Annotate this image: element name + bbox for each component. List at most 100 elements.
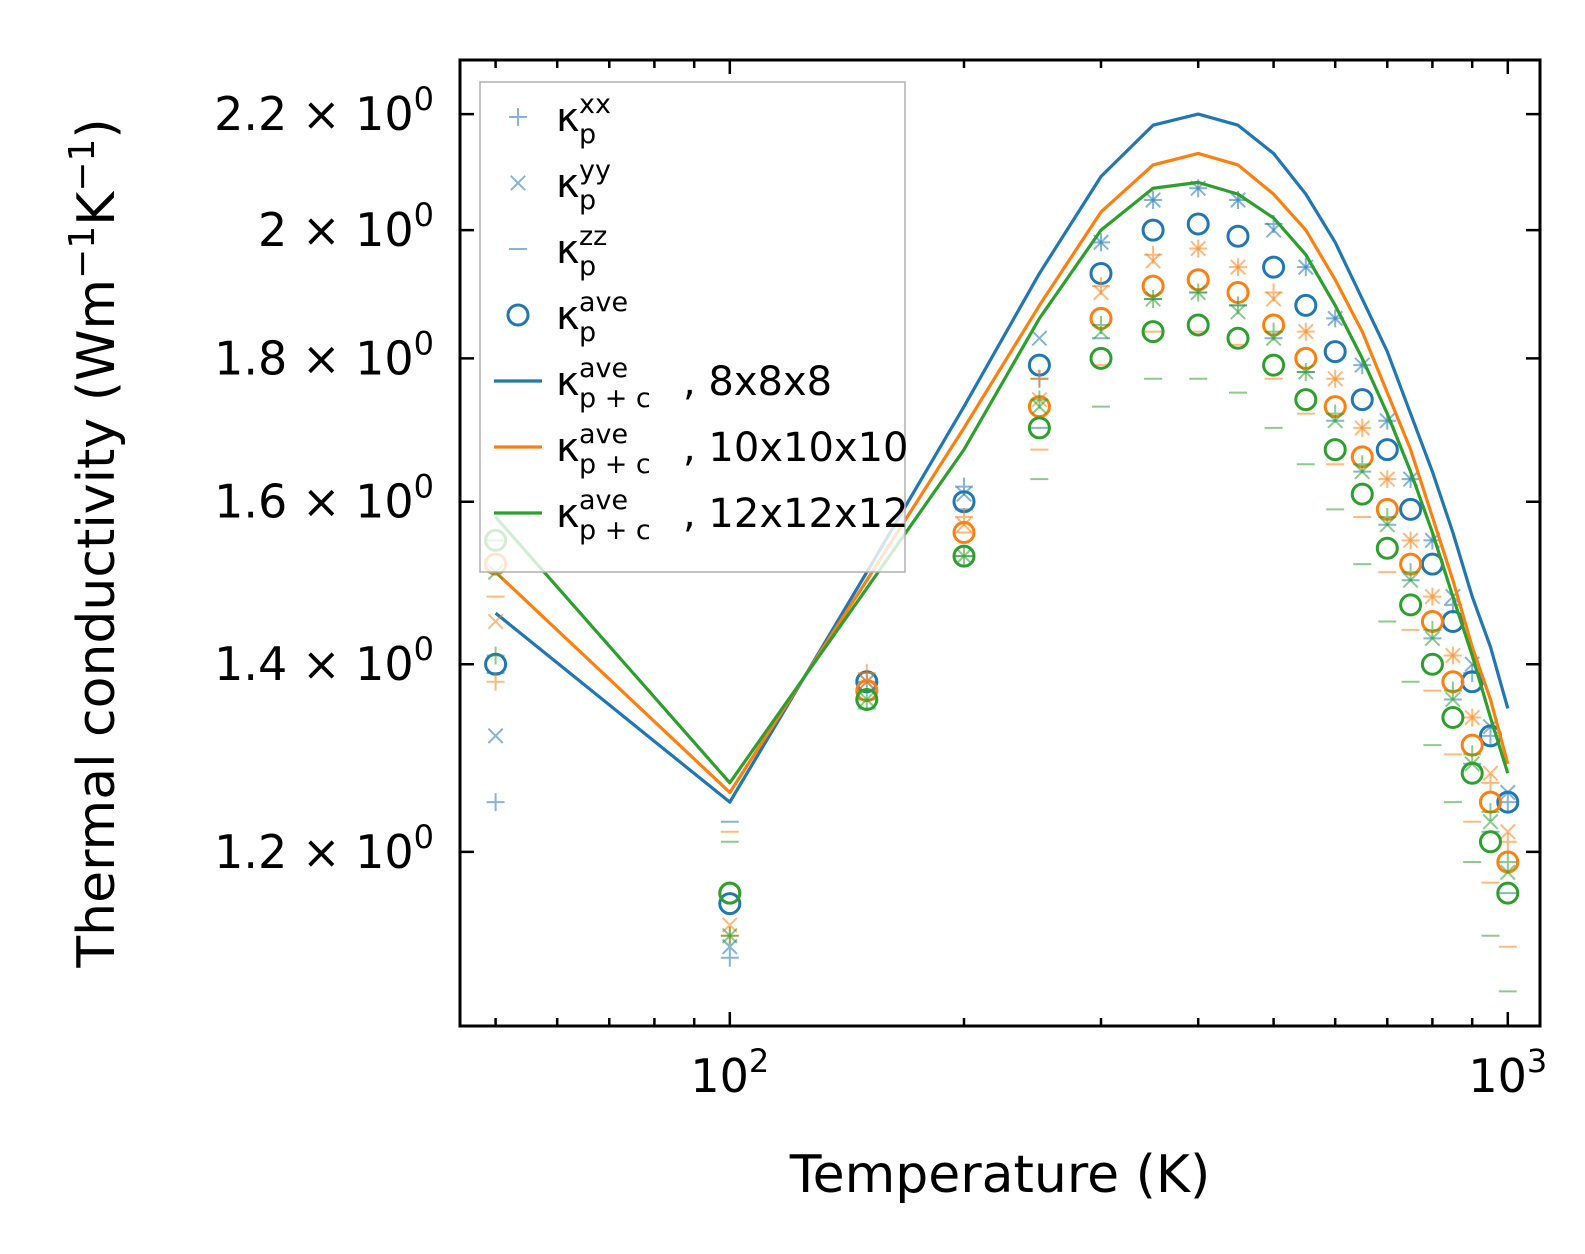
- grid-12x12x12-k-ave-point: [1350, 482, 1374, 506]
- legend-box: [479, 81, 906, 573]
- grid-12x12x12-k-ave-point: [1089, 346, 1113, 370]
- grid-10x10x10-k-yy-point: [956, 516, 972, 533]
- x-tick-label-base: 10: [1468, 1049, 1527, 1103]
- grid-10x10x10-k-yy-point: [1402, 532, 1419, 549]
- grid-10x10x10-k-yy-point: [487, 613, 504, 630]
- y-tick-label-exp: 0: [414, 630, 434, 668]
- y-tick-label-base: × 10: [302, 637, 414, 691]
- legend-label-sub: p: [579, 317, 596, 348]
- y-tick-label-mantissa: 1.6: [214, 475, 302, 529]
- legend-label-sup: ave: [579, 485, 628, 516]
- grid-10x10x10-k-xx-point: [486, 672, 505, 691]
- grid-12x12x12-k-yy-point: [1031, 398, 1048, 415]
- x-tick-label: 102: [690, 1042, 769, 1103]
- y-tick-label: 1.2 × 100: [214, 818, 434, 879]
- grid-12x12x12-k-ave-point: [1420, 652, 1444, 676]
- y-tick-label-exp: 0: [414, 196, 434, 234]
- legend-label-base: κ: [556, 161, 580, 207]
- grid-12x12x12-k-xx-point: [1443, 681, 1462, 700]
- y-axis-label-main: Thermal conductivity (Wm: [67, 279, 127, 969]
- y-tick-label-base: × 10: [302, 475, 414, 529]
- grid-10x10x10-series: [484, 151, 1520, 948]
- grid-12x12x12-k-xx-point: [1498, 853, 1517, 872]
- grid-12x12x12-k-xx-point: [486, 646, 505, 665]
- grid-12x12x12-k-yy-point: [1354, 463, 1371, 480]
- grid-12x12x12-k-xx-point: [1463, 745, 1482, 764]
- grid-12x12x12-k-ave-point: [1323, 438, 1347, 462]
- y-axis-label-mid: K: [67, 190, 127, 226]
- grid-10x10x10-k-yy-point: [1230, 259, 1246, 276]
- legend-label-sup: yy: [579, 155, 611, 186]
- grid-12x12x12-k-ave-point: [1496, 881, 1520, 905]
- grid-12x12x12-k-xx-point: [1401, 563, 1420, 582]
- grid-10x10x10-k-yy-point: [1093, 284, 1109, 301]
- legend-marker-handle: [509, 108, 527, 126]
- x-tick-label: 103: [1468, 1042, 1547, 1103]
- grid-12x12x12-k-yy-point: [1482, 813, 1499, 830]
- grid-8x8x8-k-ave-point: [1350, 388, 1374, 412]
- y-tick-label-exp: 0: [414, 324, 434, 362]
- grid-8x8x8-k-ave-point: [1496, 790, 1520, 814]
- legend-label: κ: [556, 359, 580, 405]
- y-axis-label-sup2: −1: [62, 139, 103, 192]
- grid-10x10x10-k-yy-point: [1424, 588, 1441, 605]
- x-axis-label: Temperature (K): [789, 1145, 1211, 1205]
- legend-label-sup: ave: [579, 287, 628, 318]
- y-tick-label: 1.8 × 100: [214, 324, 434, 385]
- grid-12x12x12-k-yy-point: [1424, 630, 1441, 647]
- grid-12x12x12-k-ave-point: [1399, 593, 1423, 617]
- grid-12x12x12-k-yy-point: [1327, 412, 1344, 429]
- y-axis-label-sup1: −1: [62, 226, 103, 279]
- legend-label-sub: p: [579, 251, 596, 282]
- legend-label-suffix: , 10x10x10: [683, 425, 908, 471]
- grid-10x10x10-k-xx-point: [1481, 773, 1500, 792]
- legend-label: κ: [556, 425, 580, 471]
- grid-8x8x8-k-ave-point: [1141, 218, 1165, 242]
- grid-10x10x10-k-yy-point: [1297, 323, 1314, 340]
- grid-12x12x12-k-ave-point: [1262, 353, 1286, 377]
- grid-10x10x10-k-yy-point: [1499, 823, 1516, 840]
- grid-10x10x10-k-ave-point: [952, 521, 976, 545]
- grid-12x12x12-k-yy-point: [1379, 516, 1396, 533]
- grid-12x12x12-k-yy-point: [1444, 691, 1461, 708]
- grid-8x8x8-k-ave-point: [1294, 293, 1318, 317]
- grid-8x8x8-k-ave-point: [718, 892, 742, 916]
- grid-12x12x12-k-yy-point: [1499, 864, 1516, 881]
- y-tick-label-exp: 0: [414, 468, 434, 506]
- legend-label-base: κ: [556, 95, 580, 141]
- y-tick-label-mantissa: 2: [258, 203, 302, 257]
- grid-12x12x12-series: [484, 180, 1520, 993]
- grid-12x12x12-k-ave-point: [1186, 313, 1210, 337]
- legend-label: κ: [556, 161, 580, 207]
- grid-10x10x10-k-yy-point: [1190, 240, 1207, 257]
- grid-8x8x8-k-yy-point: [956, 486, 972, 503]
- grid-12x12x12-k-xx-point: [1423, 620, 1442, 639]
- grid-8x8x8-k-yy-point: [1230, 192, 1246, 208]
- grid-12x12x12-k-ave-point: [1226, 326, 1250, 350]
- legend-label-sub: p + c: [579, 515, 651, 546]
- grid-12x12x12-k-yy-point: [1265, 330, 1282, 347]
- grid-12x12x12-k-yy-point: [1402, 572, 1419, 589]
- legend-label-base: κ: [556, 227, 580, 273]
- legend-marker-handle: [510, 175, 526, 191]
- grid-8x8x8-k-xx-point: [720, 948, 739, 967]
- y-tick-label-mantissa: 1.2: [214, 825, 302, 879]
- legend-entry: κ xxp: [509, 89, 611, 150]
- grid-10x10x10-k-yy-point: [1265, 291, 1282, 307]
- legend-label-sub: p + c: [579, 449, 651, 480]
- grid-8x8x8-k-ave-point: [1186, 212, 1210, 236]
- grid-8x8x8-k-yy-point: [487, 727, 504, 744]
- legend-label-base: κ: [556, 359, 580, 405]
- legend-label-sup: ave: [579, 419, 628, 450]
- grid-8x8x8-k-ave-point: [1226, 224, 1250, 248]
- y-tick-label-base: × 10: [302, 825, 414, 879]
- y-tick-label-mantissa: 1.4: [214, 637, 302, 691]
- grid-8x8x8-k-ave-point: [1323, 340, 1347, 364]
